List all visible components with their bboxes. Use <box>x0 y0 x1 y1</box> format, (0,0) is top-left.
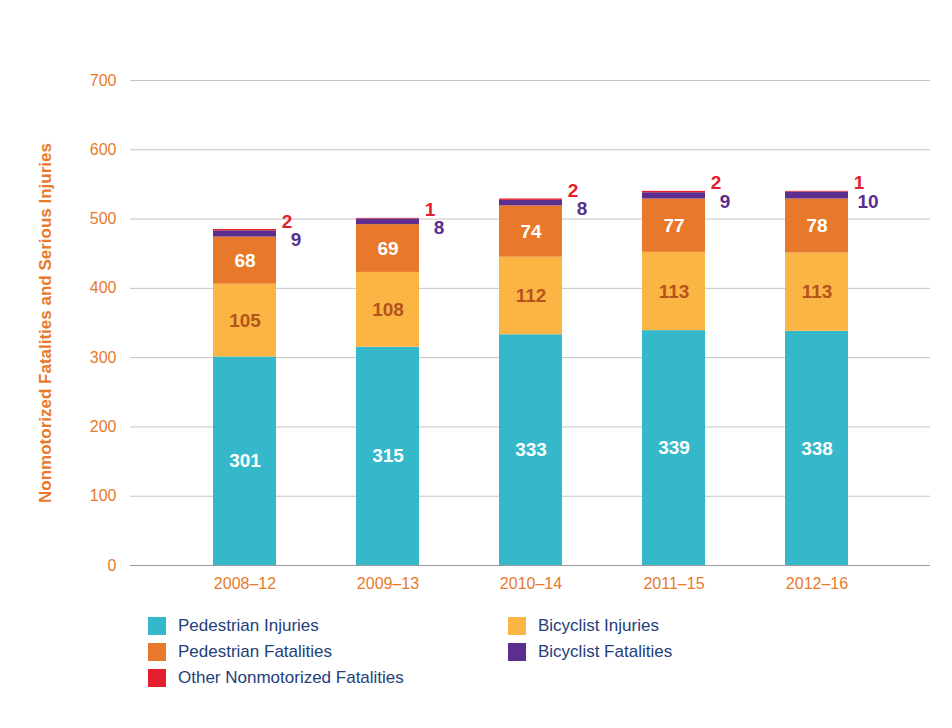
html-text:Other Nonmotorized Fatalities: Other Nonmotorized Fatalities <box>178 668 404 687</box>
svg-text:77: 77 <box>663 215 684 236</box>
html-text:Pedestrian Injuries: Pedestrian Injuries <box>178 616 319 635</box>
svg-text:2008–12: 2008–12 <box>214 575 276 592</box>
svg-text:700: 700 <box>90 72 117 89</box>
svg-text:113: 113 <box>802 281 833 302</box>
html-text:Bicyclist Fatalities: Bicyclist Fatalities <box>538 642 673 661</box>
svg-text:113: 113 <box>659 281 690 302</box>
svg-text:1: 1 <box>425 199 436 220</box>
svg-text:74: 74 <box>520 221 542 242</box>
svg-text:105: 105 <box>229 310 261 331</box>
svg-text:0: 0 <box>108 557 117 574</box>
svg-text:68: 68 <box>234 250 255 271</box>
svg-text:78: 78 <box>806 215 827 236</box>
svg-text:600: 600 <box>90 141 117 158</box>
svg-text:2012–16: 2012–16 <box>786 575 848 592</box>
svg-text:333: 333 <box>515 439 547 460</box>
svg-text:315: 315 <box>372 445 404 466</box>
svg-text:8: 8 <box>577 198 588 219</box>
svg-text:9: 9 <box>720 191 731 212</box>
svg-text:2: 2 <box>711 172 722 193</box>
svg-text:2009–13: 2009–13 <box>357 575 419 592</box>
html-text:Bicyclist Injuries: Bicyclist Injuries <box>538 616 659 635</box>
svg-text:10: 10 <box>857 191 878 212</box>
svg-text:338: 338 <box>801 437 833 458</box>
svg-text:100: 100 <box>90 487 117 504</box>
svg-text:500: 500 <box>90 210 117 227</box>
svg-text:108: 108 <box>372 299 404 320</box>
svg-text:200: 200 <box>90 418 117 435</box>
svg-text:9: 9 <box>291 229 302 250</box>
svg-text:1: 1 <box>854 172 865 193</box>
svg-text:Nonmotorized Fatalities and Se: Nonmotorized Fatalities and Serious Inju… <box>36 143 55 503</box>
svg-text:2011–15: 2011–15 <box>643 575 704 592</box>
svg-text:2: 2 <box>568 180 579 201</box>
svg-text:2010–14: 2010–14 <box>500 575 562 592</box>
svg-text:400: 400 <box>90 279 117 296</box>
svg-text:8: 8 <box>434 217 445 238</box>
svg-text:112: 112 <box>516 285 547 306</box>
svg-text:2: 2 <box>282 211 293 232</box>
svg-text:301: 301 <box>229 450 261 471</box>
svg-text:339: 339 <box>658 437 690 458</box>
html-text:Pedestrian Fatalities: Pedestrian Fatalities <box>178 642 332 661</box>
svg-text:300: 300 <box>90 349 117 366</box>
svg-text:69: 69 <box>377 238 398 259</box>
